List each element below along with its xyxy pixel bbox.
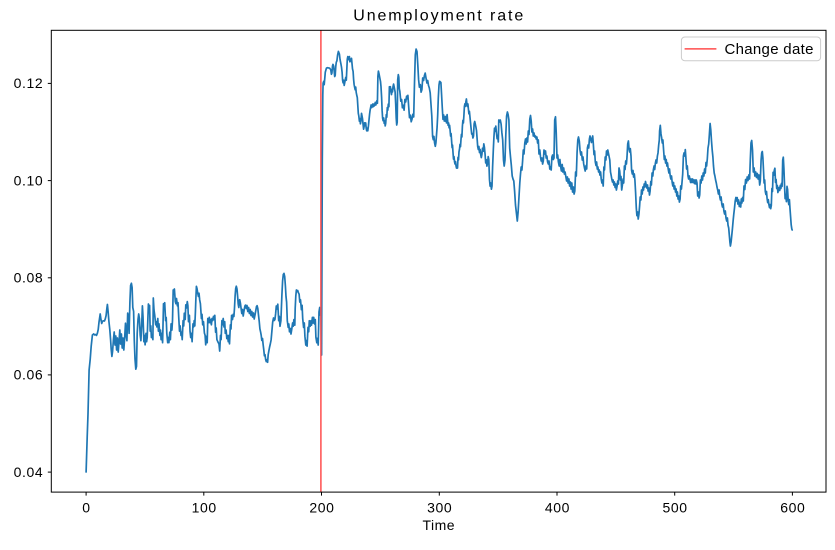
svg-text:0: 0 xyxy=(82,499,90,515)
svg-text:0.10: 0.10 xyxy=(14,172,44,188)
svg-text:500: 500 xyxy=(663,499,688,515)
svg-text:0.08: 0.08 xyxy=(14,270,44,286)
svg-text:Change date: Change date xyxy=(725,41,814,58)
svg-text:0.04: 0.04 xyxy=(14,464,44,480)
svg-text:0.06: 0.06 xyxy=(14,367,44,383)
svg-text:300: 300 xyxy=(427,499,452,515)
svg-text:Unemployment rate: Unemployment rate xyxy=(353,8,525,25)
svg-text:0.12: 0.12 xyxy=(14,75,44,91)
svg-text:200: 200 xyxy=(309,499,334,515)
svg-text:Time: Time xyxy=(423,517,456,533)
svg-text:400: 400 xyxy=(545,499,570,515)
svg-text:600: 600 xyxy=(780,499,805,515)
svg-text:100: 100 xyxy=(192,499,217,515)
